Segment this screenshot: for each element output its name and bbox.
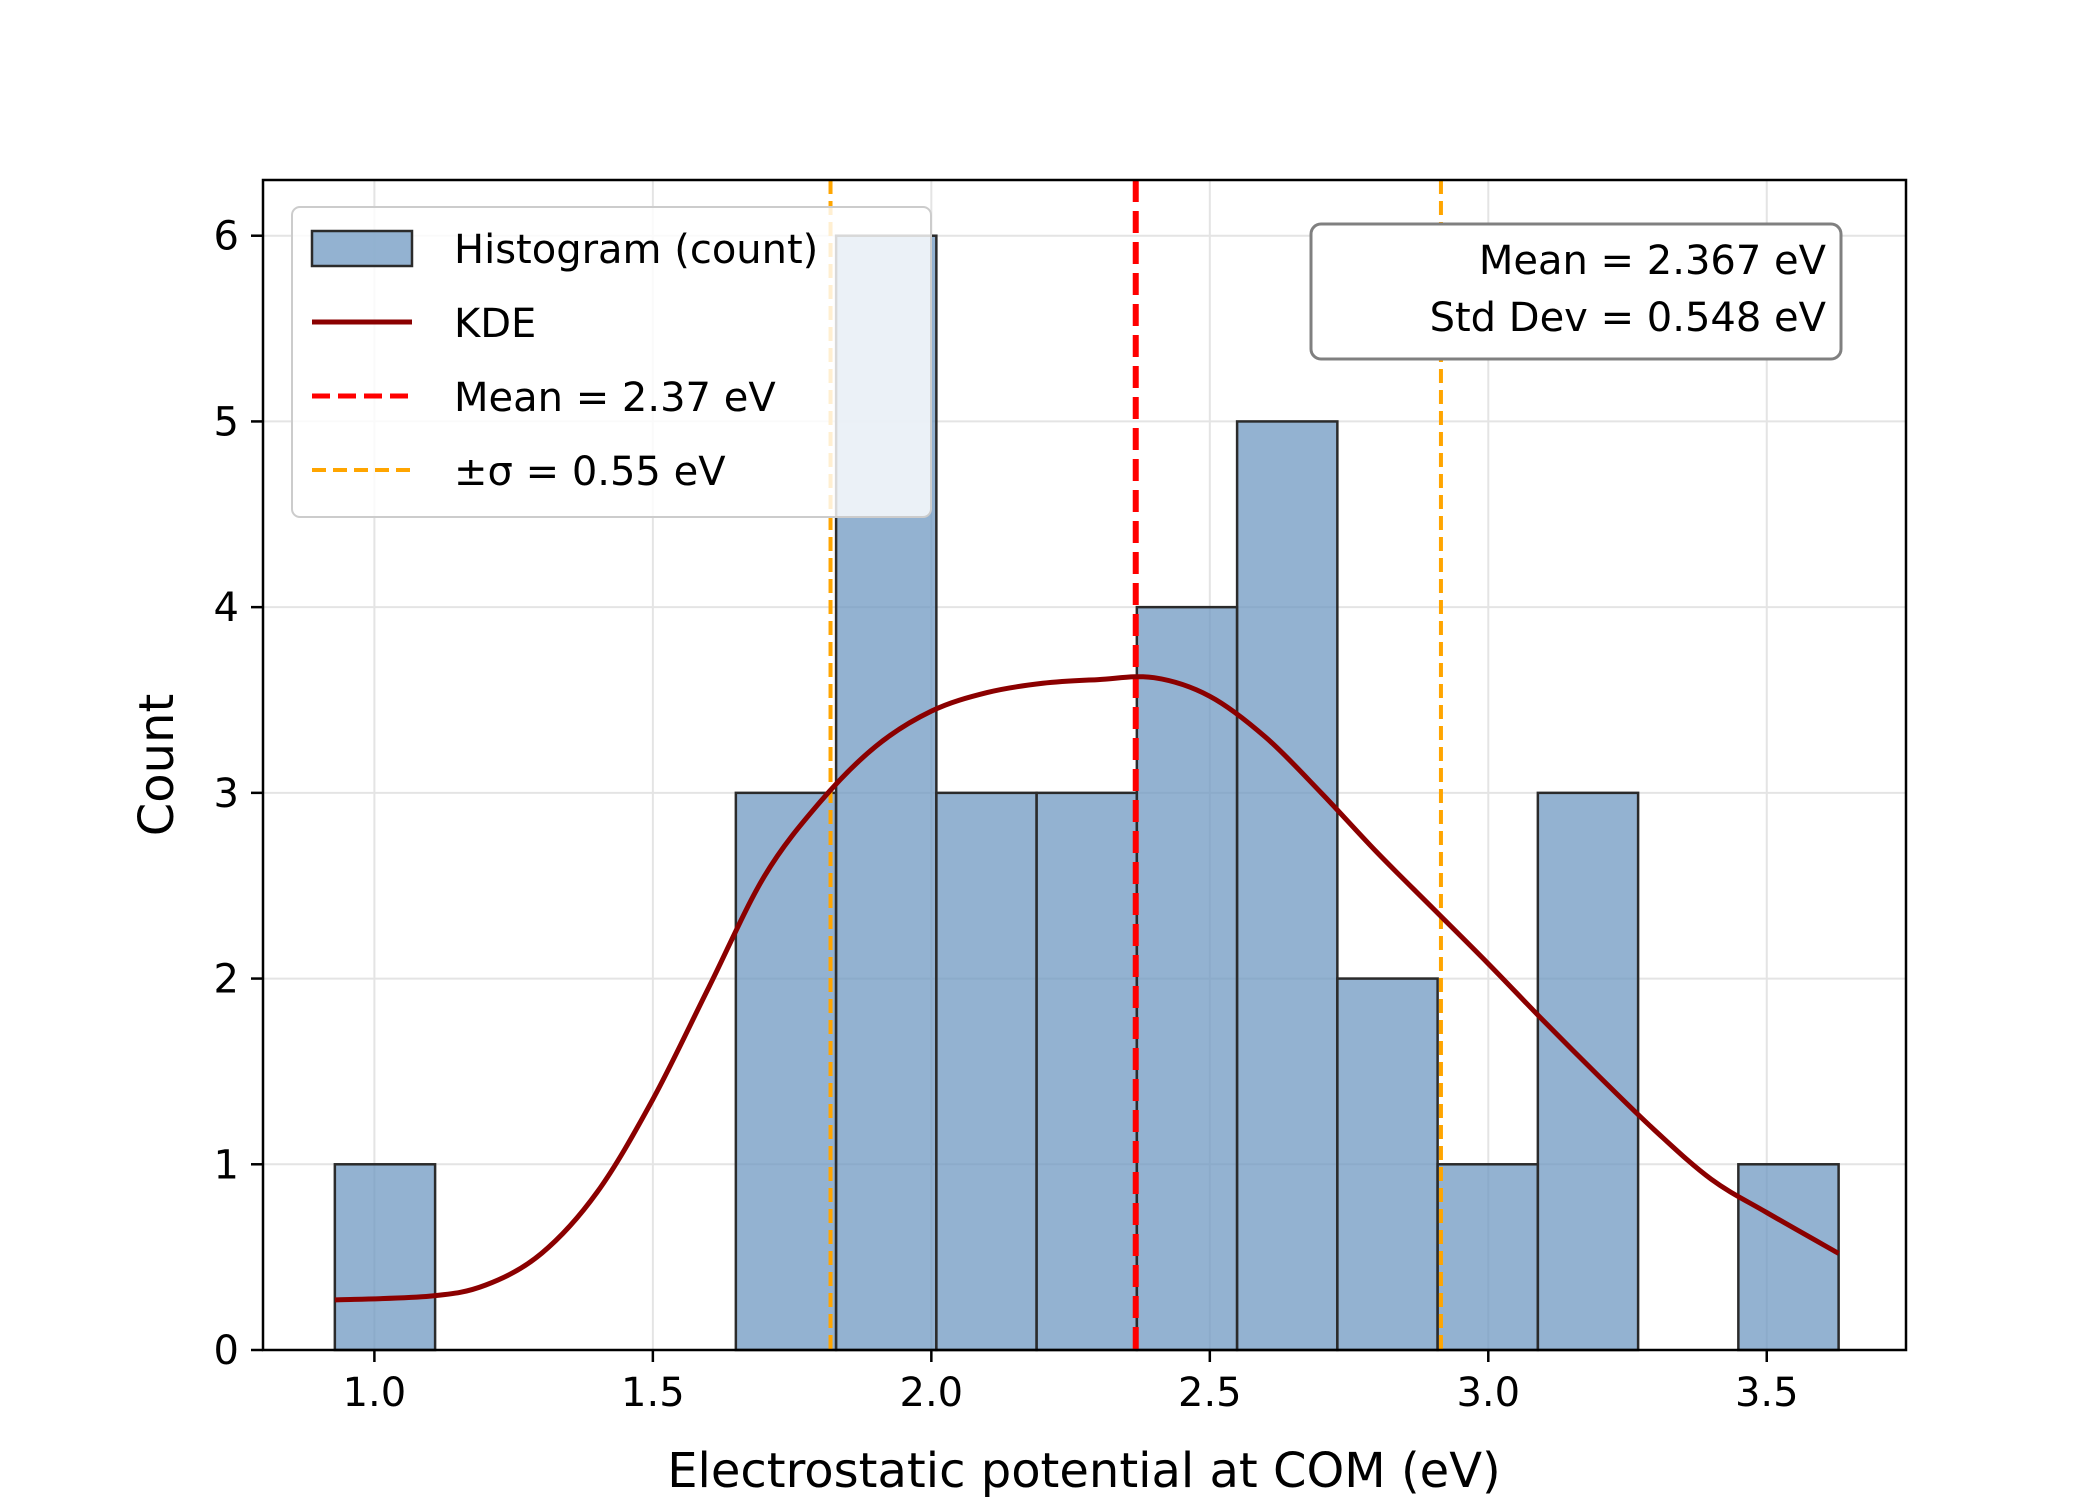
legend: Histogram (count) KDE Mean = 2.37 eV ±σ … (291, 206, 932, 518)
y-tick-label: 3 (214, 771, 239, 817)
legend-histogram-swatch (310, 229, 414, 268)
y-tick-label: 4 (214, 585, 239, 631)
histogram-bar (1436, 1163, 1540, 1352)
histogram-bar (935, 791, 1038, 1352)
y-tick-label: 5 (214, 399, 239, 445)
legend-label-histogram: Histogram (count) (454, 227, 818, 273)
y-axis-label: Count (129, 694, 185, 837)
y-tick-label: 2 (214, 957, 239, 1003)
histogram-bar (1135, 605, 1239, 1352)
histogram-bar (1235, 420, 1339, 1352)
x-tick-label: 3.5 (1735, 1370, 1799, 1416)
legend-label-sigma: ±σ = 0.55 eV (454, 449, 726, 495)
stats-box: Mean = 2.367 eV Std Dev = 0.548 eV (1309, 222, 1843, 361)
legend-label-kde: KDE (454, 301, 536, 347)
legend-label-mean: Mean = 2.37 eV (454, 375, 776, 421)
histogram-bar (333, 1163, 437, 1352)
x-axis-label: Electrostatic potential at COM (eV) (667, 1443, 1501, 1499)
stats-box-frame (1309, 222, 1843, 361)
x-tick-label: 1.0 (343, 1370, 407, 1416)
histogram-bar (1737, 1163, 1840, 1352)
y-tick-label: 1 (214, 1142, 239, 1188)
x-tick-label: 1.5 (621, 1370, 685, 1416)
histogram-bar (734, 791, 838, 1352)
x-axis-ticks: 1.0 1.5 2.0 2.5 3.0 3.5 (343, 1350, 1799, 1416)
stats-std-text: Std Dev = 0.548 eV (1430, 295, 1827, 341)
x-tick-label: 3.0 (1456, 1370, 1520, 1416)
y-axis-ticks: 0 1 2 3 4 5 6 (214, 214, 263, 1374)
x-tick-label: 2.0 (900, 1370, 964, 1416)
x-tick-label: 2.5 (1178, 1370, 1242, 1416)
histogram-bar (1035, 791, 1139, 1352)
kde-curve (334, 674, 1840, 1303)
legend-frame (291, 206, 932, 518)
y-tick-label: 0 (214, 1328, 239, 1374)
histogram-bar (1536, 791, 1640, 1352)
histogram-bar (1336, 977, 1439, 1352)
y-tick-label: 6 (214, 214, 239, 260)
plot-frame (261, 178, 1908, 1352)
stats-mean-text: Mean = 2.367 eV (1479, 238, 1827, 284)
